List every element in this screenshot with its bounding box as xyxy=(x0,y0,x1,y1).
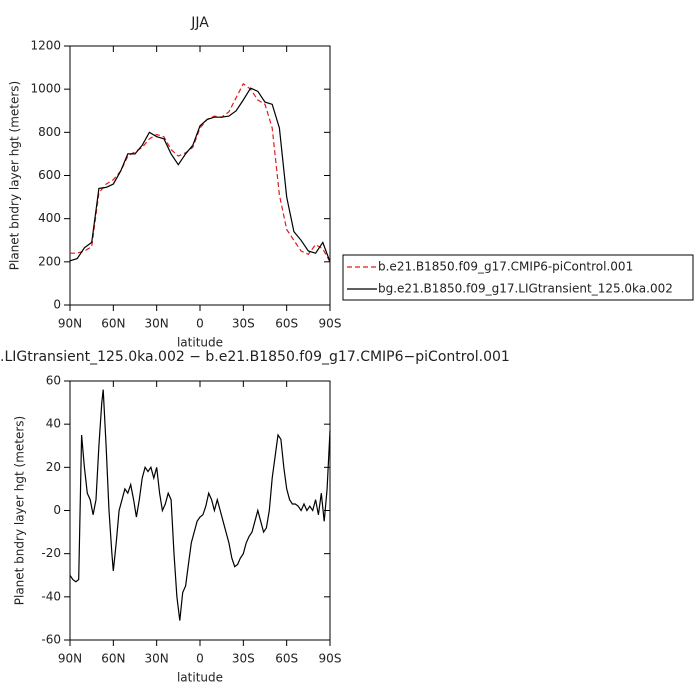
y-tick-label: 40 xyxy=(46,417,61,431)
y-axis-label: Planet bndry layer hgt (meters) xyxy=(13,416,27,606)
legend-box xyxy=(342,254,694,301)
plot-frame xyxy=(69,45,331,306)
legend-label: bg.e21.B1850.f09_g17.LIGtransient_125.0k… xyxy=(378,282,673,296)
y-tick-label: 60 xyxy=(46,374,61,388)
chart-title: JJA xyxy=(190,15,209,31)
x-tick-label: 30N xyxy=(145,652,169,666)
x-tick-label: 90N xyxy=(58,317,82,331)
y-tick-label: 1200 xyxy=(30,39,61,53)
data-line xyxy=(70,82,331,263)
x-tick-label: 90S xyxy=(319,652,342,666)
y-tick-label: -60 xyxy=(41,633,61,647)
y-tick-label: 400 xyxy=(38,211,61,225)
x-tick-label: 0 xyxy=(196,317,204,331)
y-tick-label: 0 xyxy=(53,298,61,312)
y-axis-label: Planet bndry layer hgt (meters) xyxy=(8,81,22,271)
x-tick-label: 60N xyxy=(101,317,125,331)
data-line xyxy=(69,87,331,263)
y-tick-label: 800 xyxy=(38,125,61,139)
x-tick-label: 0 xyxy=(196,652,204,666)
y-tick-label: -40 xyxy=(41,589,61,603)
x-axis-label: latitude xyxy=(177,671,223,685)
x-tick-label: 60S xyxy=(275,317,298,331)
y-tick-label: 20 xyxy=(46,460,61,474)
x-tick-label: 30N xyxy=(145,317,169,331)
y-tick-label: 0 xyxy=(53,503,61,517)
data-line xyxy=(69,389,331,621)
y-tick-label: 600 xyxy=(38,168,61,182)
y-tick-label: 200 xyxy=(38,254,61,268)
legend-label: b.e21.B1850.f09_g17.CMIP6-piControl.001 xyxy=(378,260,633,274)
x-tick-label: 90S xyxy=(319,317,342,331)
y-tick-label: 1000 xyxy=(30,82,61,96)
x-tick-label: 90N xyxy=(58,652,82,666)
x-tick-label: 60N xyxy=(101,652,125,666)
x-tick-label: 30S xyxy=(232,652,255,666)
x-axis-label: latitude xyxy=(177,336,223,350)
chart-title: .LIGtransient_125.0ka.002 − b.e21.B1850.… xyxy=(0,349,510,365)
x-tick-label: 30S xyxy=(232,317,255,331)
y-tick-label: -20 xyxy=(41,546,61,560)
x-tick-label: 60S xyxy=(275,652,298,666)
